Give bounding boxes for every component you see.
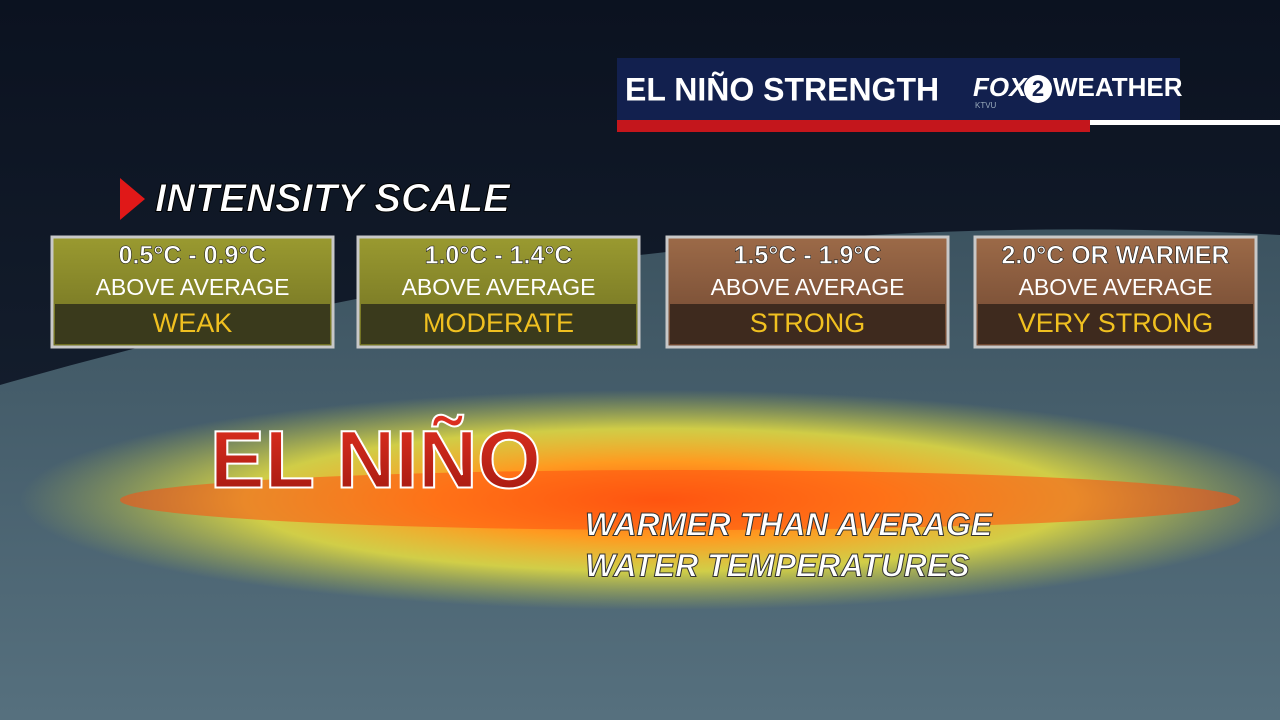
logo-label: WEATHER [1053,72,1183,102]
header-bar [617,120,1090,132]
scale-label: VERY STRONG [1018,308,1214,338]
logo-station: KTVU [975,101,997,110]
scale-note: ABOVE AVERAGE [96,274,290,300]
scale-label-band [361,304,636,344]
scale-range: 0.5°C - 0.9°C [119,242,267,270]
subtitle-line: WARMER THAN AVERAGE [585,506,994,542]
logo-number: 2 [1032,76,1044,101]
logo-circle [1024,75,1052,103]
scale: 0.5°C - 0.9°C ABOVE AVERAGE WEAK 1.0°C - 1.… [50,235,1258,349]
warm-core [120,470,1240,530]
header-title: EL NIÑO STRENGTH [625,71,939,107]
section-title: INTENSITY SCALE [155,177,511,221]
scale-label-band [670,304,945,344]
scale-label: MODERATE [423,308,574,338]
scale-label-band [55,304,330,344]
section-arrow [120,178,145,220]
scale-note: ABOVE AVERAGE [1019,274,1213,300]
scale-label-band [978,304,1253,344]
scale-note: ABOVE AVERAGE [402,274,596,300]
scale-note: ABOVE AVERAGE [711,274,905,300]
scale-range: 1.0°C - 1.4°C [425,242,573,270]
scale-label: STRONG [750,308,866,338]
main-title: EL NIÑO [210,415,541,506]
scale-range: 1.5°C - 1.9°C [734,242,882,270]
scale-range: 2.0°C OR WARMER [1001,242,1229,270]
header-line [1090,120,1280,125]
scale-label: WEAK [153,308,233,338]
subtitle-line: WATER TEMPERATURES [585,547,970,583]
header-box [617,58,1180,120]
logo-brand: FOX [973,72,1028,102]
